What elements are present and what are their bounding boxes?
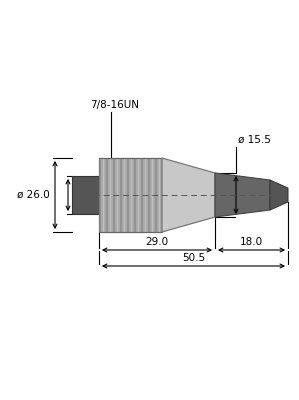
Bar	[152, 158, 153, 232]
Text: ø 26.0: ø 26.0	[17, 190, 50, 200]
Text: 18.0: 18.0	[240, 237, 263, 247]
Bar	[120, 158, 122, 232]
Bar	[155, 158, 157, 232]
Bar	[72, 176, 99, 214]
Bar	[106, 158, 108, 232]
Text: 50.5: 50.5	[182, 253, 205, 263]
Bar	[123, 158, 125, 232]
Polygon shape	[215, 173, 270, 217]
Bar	[144, 158, 146, 232]
Bar	[113, 158, 115, 232]
Text: 7/8-16UN: 7/8-16UN	[90, 100, 139, 110]
Bar	[141, 158, 143, 232]
Bar	[158, 158, 160, 232]
Bar	[130, 158, 132, 232]
Bar	[138, 158, 139, 232]
Bar	[99, 158, 162, 232]
Bar	[103, 158, 104, 232]
Bar	[127, 158, 129, 232]
Bar	[148, 158, 150, 232]
Bar	[117, 158, 118, 232]
Bar	[109, 158, 111, 232]
Text: 29.0: 29.0	[145, 237, 169, 247]
Bar	[134, 158, 136, 232]
Polygon shape	[162, 158, 215, 232]
Polygon shape	[270, 180, 288, 210]
Bar	[99, 158, 101, 232]
Text: ø 15.5: ø 15.5	[238, 135, 271, 145]
